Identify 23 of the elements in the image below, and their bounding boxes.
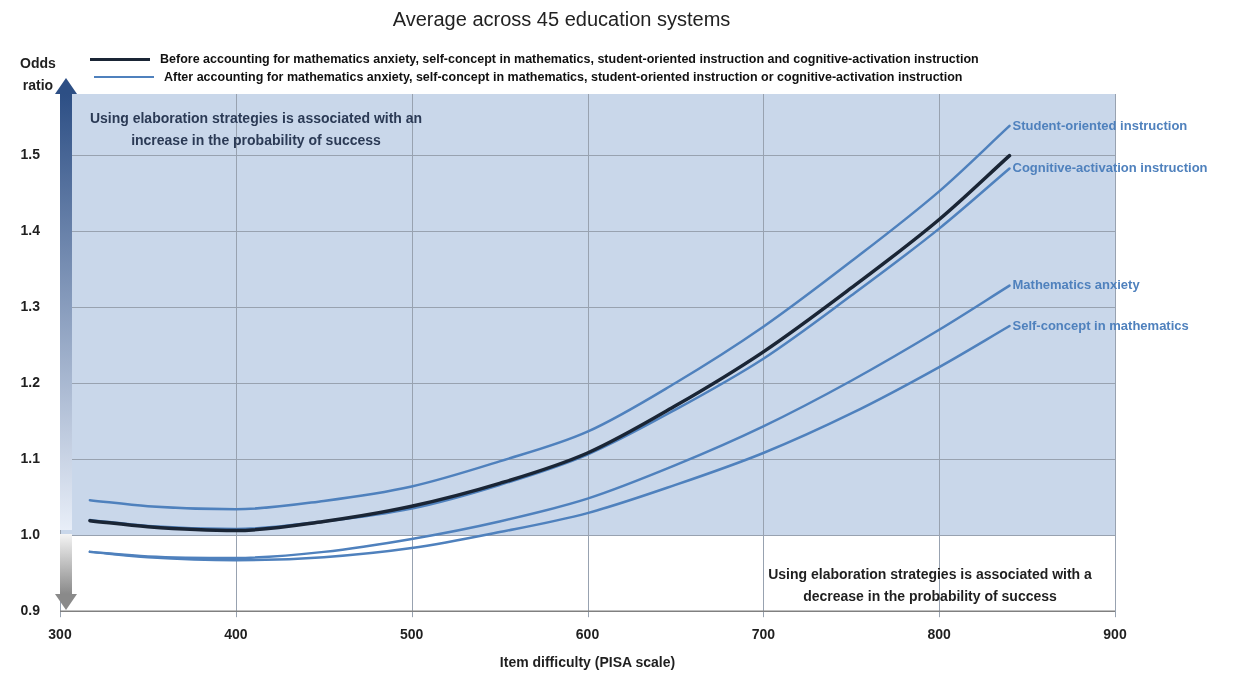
x-tick-label: 700 <box>751 626 776 643</box>
annotation: Using elaboration strategies is associated with a decrease in the probability of success <box>768 566 1093 605</box>
series-label: Cognitive-activation instruction <box>1012 160 1208 176</box>
y-tick-label: 1.4 <box>20 221 41 238</box>
x-tick-label: 300 <box>48 626 72 643</box>
x-tick-label: 800 <box>927 626 952 643</box>
annotation: Using elaboration strategies is associated with an increase in the probability of success <box>89 109 423 148</box>
y-tick-label: 0.9 <box>20 602 41 619</box>
x-tick-label: 400 <box>224 626 248 643</box>
y-tick-label: 1.2 <box>20 373 41 390</box>
chart-title: Average across 45 education systems <box>392 7 731 30</box>
x-tick-label: 500 <box>399 626 424 643</box>
x-tick-label: 600 <box>575 626 600 643</box>
x-tick-label: 900 <box>1103 626 1127 643</box>
text: After accounting for mathematics anxiety, self-concept in mathematics, student-oriented instruction or cognitive-activation instruction <box>164 70 963 84</box>
series-label: Student-oriented instruction <box>1012 117 1188 133</box>
y-tick-label: 1.0 <box>20 526 41 542</box>
y-tick-label: 1.5 <box>20 145 41 162</box>
y-tick-label: 1.1 <box>20 449 41 466</box>
y-axis-title: Odds ratio <box>20 54 57 93</box>
x-axis-title: Item difficulty (PISA scale) <box>499 653 676 670</box>
y-tick-label: 1.3 <box>20 297 41 314</box>
legend-label: Before accounting for mathematics anxiety, self-concept in mathematics, student-oriented instruction and cognitive-activation instruction <box>160 52 979 66</box>
